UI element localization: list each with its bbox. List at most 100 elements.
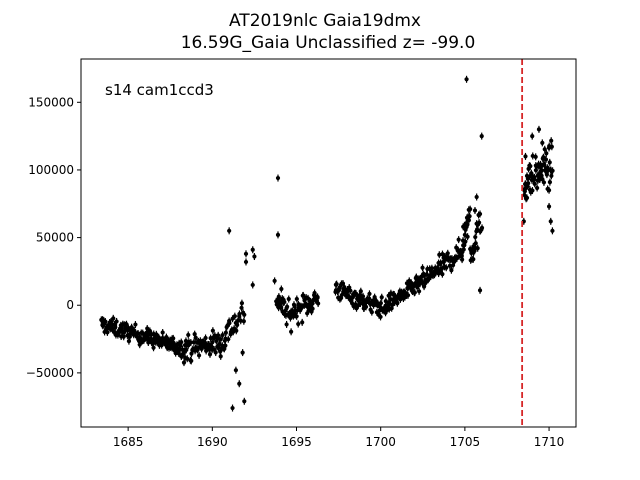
data-point xyxy=(473,233,478,241)
data-point xyxy=(202,339,208,347)
data-point xyxy=(237,380,242,388)
sector-camera-annotation: s14 cam1ccd3 xyxy=(105,81,214,99)
data-point xyxy=(126,324,131,332)
data-point xyxy=(420,264,425,272)
data-point xyxy=(296,320,301,328)
data-point xyxy=(235,321,240,329)
data-point xyxy=(279,285,284,293)
data-point xyxy=(272,277,277,285)
data-point xyxy=(548,217,553,225)
data-point xyxy=(412,288,417,296)
data-point xyxy=(479,132,484,140)
data-point xyxy=(250,246,255,254)
y-tick-label: −50000 xyxy=(26,366,74,380)
data-point xyxy=(468,205,473,213)
data-point xyxy=(210,338,215,346)
data-point xyxy=(315,293,320,301)
data-point xyxy=(203,334,208,342)
data-point xyxy=(243,258,249,266)
data-point xyxy=(238,317,243,325)
data-point xyxy=(230,404,235,412)
data-point xyxy=(540,139,545,147)
data-point xyxy=(189,357,194,365)
data-points xyxy=(99,75,555,412)
data-point xyxy=(216,331,221,339)
data-point xyxy=(241,317,246,325)
data-point xyxy=(250,281,255,289)
data-point xyxy=(528,162,533,170)
data-point xyxy=(348,287,353,295)
data-point xyxy=(550,167,555,175)
data-point xyxy=(164,333,169,341)
data-point xyxy=(476,219,482,227)
data-point xyxy=(218,352,223,360)
data-point xyxy=(550,227,555,235)
data-point xyxy=(334,280,339,288)
data-point xyxy=(240,349,245,357)
data-point xyxy=(463,238,468,246)
data-point xyxy=(549,137,554,145)
data-point xyxy=(547,158,552,166)
data-point xyxy=(544,171,549,179)
data-point xyxy=(360,292,366,300)
data-point xyxy=(227,319,232,327)
data-point xyxy=(151,344,156,352)
data-point xyxy=(532,180,537,188)
data-point xyxy=(220,331,225,339)
data-point xyxy=(160,329,165,337)
data-point xyxy=(379,293,384,301)
data-point xyxy=(252,253,257,261)
data-point xyxy=(124,320,129,328)
data-point xyxy=(437,251,442,259)
data-point xyxy=(285,303,290,311)
data-point xyxy=(179,338,184,346)
data-point xyxy=(523,152,528,160)
data-point xyxy=(223,342,228,350)
chart-title-line1: AT2019nlc Gaia19dmx xyxy=(229,11,421,31)
x-axis: 1685 1690 1695 1700 1705 1710 xyxy=(113,427,564,449)
data-point xyxy=(210,327,215,335)
data-point xyxy=(233,366,238,374)
data-point xyxy=(185,355,190,363)
data-point xyxy=(286,295,291,303)
data-point xyxy=(133,321,138,329)
data-point xyxy=(475,244,480,252)
data-point xyxy=(154,330,159,338)
data-point xyxy=(282,298,287,306)
data-point xyxy=(474,193,479,201)
x-tick-label: 1705 xyxy=(450,435,481,449)
data-point xyxy=(526,179,531,187)
data-point xyxy=(539,167,545,175)
data-point xyxy=(535,184,540,192)
data-point xyxy=(549,172,554,180)
data-point xyxy=(294,312,299,320)
data-point xyxy=(462,231,467,239)
x-tick-label: 1690 xyxy=(197,435,228,449)
y-tick-label: 150000 xyxy=(28,95,74,109)
data-point xyxy=(461,223,466,231)
data-point xyxy=(289,328,294,336)
data-point xyxy=(227,227,232,235)
data-point xyxy=(530,132,535,140)
data-point xyxy=(459,256,465,264)
data-point xyxy=(218,335,223,343)
y-tick-label: 50000 xyxy=(36,231,74,245)
data-point xyxy=(543,155,549,163)
plot-border xyxy=(80,58,577,428)
y-tick-label: 0 xyxy=(66,298,74,312)
data-point xyxy=(207,350,213,358)
data-point xyxy=(275,231,281,239)
plot-area xyxy=(80,58,577,428)
data-point xyxy=(284,320,289,328)
data-point xyxy=(276,293,281,301)
data-point xyxy=(479,224,485,232)
data-point xyxy=(193,334,198,342)
data-point xyxy=(186,331,191,339)
data-point xyxy=(369,308,374,316)
data-point xyxy=(471,255,476,263)
data-point xyxy=(405,291,411,299)
data-point xyxy=(242,397,247,405)
data-point xyxy=(530,187,535,195)
data-point xyxy=(472,207,478,215)
